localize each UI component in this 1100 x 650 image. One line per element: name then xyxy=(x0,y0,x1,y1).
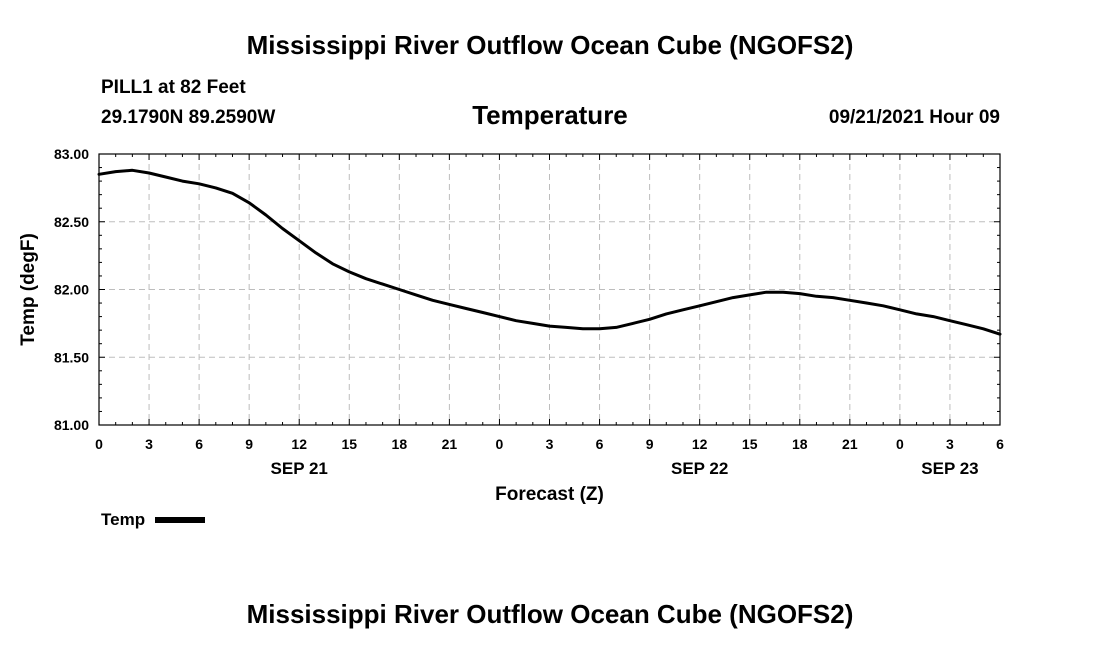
date-label: SEP 22 xyxy=(671,459,728,478)
x-tick-label: 21 xyxy=(842,436,858,452)
coordinates-label: 29.1790N 89.2590W xyxy=(101,107,276,128)
x-tick-label: 3 xyxy=(946,436,954,452)
x-tick-label: 6 xyxy=(996,436,1004,452)
date-label: SEP 21 xyxy=(271,459,328,478)
x-tick-label: 9 xyxy=(245,436,253,452)
x-tick-label: 18 xyxy=(392,436,408,452)
x-tick-label: 9 xyxy=(646,436,654,452)
y-tick-label: 82.50 xyxy=(54,214,89,230)
date-label: SEP 23 xyxy=(921,459,978,478)
legend-line-swatch xyxy=(155,517,206,523)
y-tick-label: 81.50 xyxy=(54,349,89,365)
x-tick-label: 6 xyxy=(596,436,604,452)
x-tick-label: 0 xyxy=(95,436,103,452)
x-tick-label: 0 xyxy=(496,436,504,452)
y-tick-label: 81.00 xyxy=(54,417,89,433)
legend-label: Temp xyxy=(101,510,146,529)
x-tick-label: 18 xyxy=(792,436,808,452)
variable-title: Temperature xyxy=(472,100,628,130)
x-tick-label: 15 xyxy=(341,436,357,452)
x-tick-label: 21 xyxy=(442,436,458,452)
footer-title: Mississippi River Outflow Ocean Cube (NG… xyxy=(246,599,854,629)
x-tick-label: 15 xyxy=(742,436,758,452)
x-tick-label: 3 xyxy=(145,436,153,452)
x-tick-label: 6 xyxy=(195,436,203,452)
y-tick-label: 83.00 xyxy=(54,146,89,162)
series-line-temp xyxy=(97,168,1002,336)
x-tick-label: 0 xyxy=(896,436,904,452)
x-axis-label: Forecast (Z) xyxy=(495,484,604,505)
station-label: PILL1 at 82 Feet xyxy=(101,77,246,98)
legend: Temp xyxy=(101,510,206,530)
y-tick-label: 82.00 xyxy=(54,282,89,298)
x-tick-label: 12 xyxy=(291,436,307,452)
forecast-datetime: 09/21/2021 Hour 09 xyxy=(828,107,1000,128)
chart-title: Mississippi River Outflow Ocean Cube (NG… xyxy=(246,30,854,60)
plot-frame xyxy=(98,153,1001,426)
y-axis-label: Temp (degF) xyxy=(18,233,39,346)
x-tick-label: 12 xyxy=(692,436,708,452)
x-tick-label: 3 xyxy=(546,436,554,452)
